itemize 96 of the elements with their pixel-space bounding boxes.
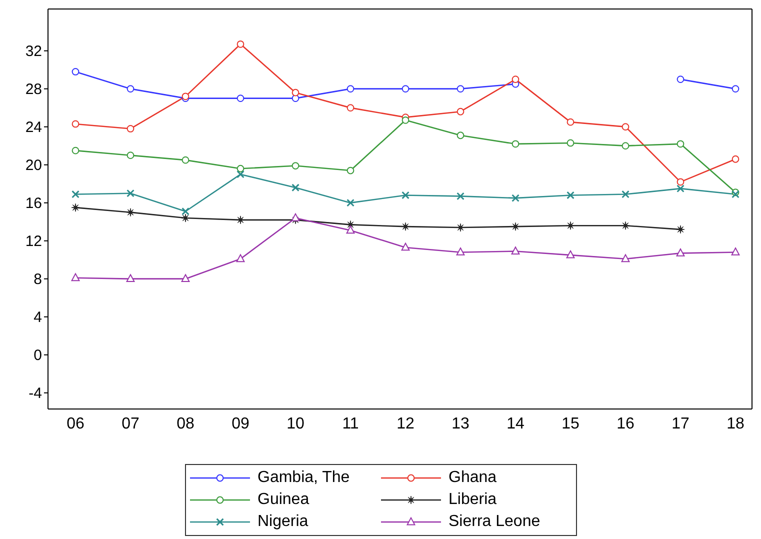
point	[676, 140, 684, 148]
x-tick-label: 12	[396, 415, 414, 432]
y-tick-label: 0	[34, 347, 42, 364]
point	[456, 223, 465, 232]
point	[402, 85, 410, 93]
point	[346, 166, 354, 174]
legend-label: Sierra Leone	[448, 513, 540, 531]
point	[401, 222, 410, 231]
point	[236, 94, 244, 102]
point	[732, 155, 740, 163]
point	[346, 104, 354, 112]
point	[346, 198, 354, 207]
point	[622, 190, 630, 198]
point	[402, 116, 410, 124]
point	[236, 216, 245, 224]
y-tick-label: -4	[28, 385, 42, 402]
point	[456, 108, 464, 116]
point	[126, 85, 134, 93]
y-tick-label: 12	[25, 233, 42, 250]
point	[402, 191, 410, 200]
point	[236, 164, 244, 172]
point	[181, 214, 190, 222]
point	[676, 178, 684, 186]
point	[676, 76, 684, 84]
x-tick-label: 10	[286, 415, 304, 432]
legend-label: Gambia, The	[258, 469, 350, 487]
legend-label: Ghana	[448, 469, 497, 487]
point	[126, 189, 134, 198]
point	[456, 192, 464, 200]
y-tick-label: 16	[25, 195, 42, 212]
point	[126, 208, 135, 217]
point	[621, 221, 630, 230]
point	[71, 203, 80, 212]
y-tick-label: 24	[25, 119, 42, 136]
point	[346, 226, 355, 234]
point	[72, 68, 80, 76]
x-tick-label: 07	[122, 415, 140, 432]
point	[566, 221, 575, 230]
y-tick-label: 4	[34, 309, 42, 326]
point	[566, 118, 574, 126]
point	[676, 184, 684, 193]
x-tick-label: 13	[452, 415, 470, 432]
point	[291, 213, 300, 222]
point	[732, 85, 740, 93]
point	[181, 274, 190, 282]
point	[456, 132, 464, 140]
point	[622, 142, 630, 150]
point	[676, 248, 685, 256]
x-tick-label: 18	[726, 415, 744, 432]
y-tick-label: 32	[25, 43, 42, 60]
legend-label: Guinea	[258, 491, 310, 509]
x-tick-label: 08	[176, 415, 194, 432]
point	[512, 76, 520, 84]
point	[126, 152, 134, 160]
y-tick-label: 8	[34, 271, 42, 288]
legend-label: Nigeria	[258, 513, 308, 531]
point	[511, 246, 520, 254]
point	[236, 254, 245, 262]
point	[126, 274, 135, 282]
point	[236, 40, 244, 48]
point	[292, 88, 300, 96]
y-tick-label: 20	[25, 157, 42, 174]
point	[292, 184, 300, 192]
point	[566, 191, 574, 200]
point	[622, 123, 630, 131]
point	[401, 242, 410, 251]
point	[512, 194, 520, 202]
point	[72, 120, 80, 128]
point	[566, 139, 574, 147]
point	[346, 220, 355, 229]
y-tick-label: 28	[25, 81, 42, 98]
point	[621, 254, 630, 262]
point	[512, 140, 520, 148]
x-tick-label: 15	[562, 415, 580, 432]
point	[456, 85, 464, 93]
x-tick-label: 16	[616, 415, 634, 432]
point	[731, 248, 740, 256]
point	[292, 162, 300, 170]
point	[566, 250, 575, 258]
point	[236, 170, 244, 178]
point	[126, 125, 134, 132]
x-tick-label: 06	[66, 415, 84, 432]
legend-label: Liberia	[448, 491, 497, 509]
point	[71, 273, 80, 282]
point	[511, 222, 520, 231]
point	[72, 190, 80, 198]
x-tick-label: 17	[672, 415, 690, 432]
point	[676, 225, 685, 234]
point	[346, 85, 354, 93]
x-tick-label: 14	[506, 415, 524, 432]
x-tick-label: 09	[232, 415, 250, 432]
point	[456, 248, 465, 256]
x-tick-label: 11	[342, 415, 359, 432]
point	[182, 156, 190, 164]
point	[72, 146, 80, 154]
point	[182, 207, 190, 216]
